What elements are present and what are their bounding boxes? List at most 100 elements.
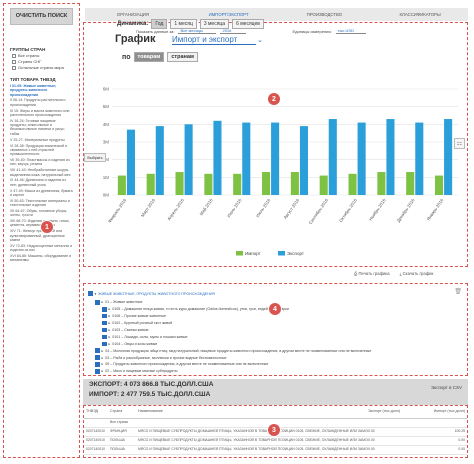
group-checkbox-other[interactable]: Остальные страны мира — [4, 64, 79, 70]
goods-type-item[interactable]: X 47-49: Масса из древесины; бумага и ка… — [10, 188, 73, 197]
trash-icon[interactable]: 🗑 — [454, 289, 462, 295]
goods-type-item[interactable]: I 01-05: Живые животные; продукты животн… — [10, 84, 57, 97]
export-csv-button[interactable]: Экспорт в CSV — [430, 385, 462, 390]
tree-item[interactable]: ▸ 0102 – Крупный рогатый скот живой — [88, 320, 463, 327]
units-select[interactable]: тыс.USD — [335, 28, 366, 34]
x-tick-label: Август 2016 — [283, 197, 301, 220]
table-cell: 0207140010 — [86, 429, 105, 433]
period-select[interactable]: Все месяцы — [178, 28, 217, 34]
country-groups-title: ГРУППЫ СТРАН — [10, 47, 46, 52]
tree-item[interactable]: ▸0207 – Мясо и пищевые субпродукты домаш… — [88, 375, 463, 376]
export-bar — [213, 120, 222, 195]
goods-type-item[interactable]: III 15: Жиры и масла животного или расти… — [10, 108, 70, 117]
graph-type-select[interactable]: Импорт и экспорт — [172, 35, 256, 45]
import-bar — [204, 173, 213, 195]
tab-classifiers[interactable]: КЛАССИФИКАТОРЫ — [399, 12, 441, 17]
table-row[interactable]: 0207140010 ПОЛЬША МЯСО И ПИЩЕВЫЕ СУБПРОДУК… — [84, 437, 467, 446]
checkbox-icon[interactable] — [102, 341, 107, 347]
goods-type-item[interactable]: VIII 41-43: Необработанные шкуры, выдела… — [10, 168, 71, 177]
goods-type-item[interactable]: XIII 68-70: Изделия из камня, гипса, цем… — [10, 219, 70, 228]
expand-arrow-icon[interactable]: ▸ — [108, 341, 111, 346]
checkbox-icon[interactable] — [12, 59, 16, 64]
tree-item[interactable]: ▸ 0104 – Овцы и козы живые — [88, 340, 463, 347]
checkbox-icon[interactable] — [102, 313, 107, 319]
checkbox-icon[interactable] — [95, 369, 100, 374]
goods-type-item[interactable]: VII 39-40: Пластмассы и изделия из них; … — [10, 158, 70, 167]
checkbox-icon[interactable] — [95, 355, 100, 360]
goods-type-item[interactable]: XV 72-83: Недрагоценные металлы и издели… — [10, 243, 73, 253]
tab-organization[interactable]: ОРГАНИЗАЦИЯ — [116, 12, 149, 17]
expand-arrow-icon[interactable]: ▸ — [108, 328, 111, 332]
expand-arrow-icon[interactable]: ▸ — [108, 307, 111, 312]
legend-label: Импорт — [245, 251, 261, 256]
expand-arrow-icon[interactable]: ▸ — [108, 334, 111, 339]
expand-arrow-icon[interactable]: ▸ — [108, 321, 111, 326]
chevron-down-icon[interactable]: ⌄ — [257, 37, 263, 44]
checkbox-icon[interactable] — [102, 307, 107, 312]
checkbox-icon[interactable] — [95, 300, 100, 305]
x-tick-label: Февраль 2016 — [107, 197, 128, 223]
select-button[interactable]: Выбрать — [84, 153, 106, 162]
checkbox-icon[interactable] — [102, 320, 107, 326]
dynamics-1m-button[interactable]: 1 месяц — [170, 19, 197, 29]
checkbox-icon[interactable] — [102, 334, 107, 340]
goods-type-item[interactable]: XI 50-63: Текстильные материалы и тексти… — [10, 198, 70, 208]
checkbox-icon[interactable] — [12, 65, 16, 70]
expand-arrow-icon[interactable]: ▸ — [101, 348, 104, 353]
by-goods-toggle[interactable]: товарам — [133, 52, 165, 62]
dynamics-year-button[interactable]: Год — [151, 19, 168, 29]
checkbox-icon[interactable] — [95, 348, 100, 353]
print-chart-button[interactable]: ⎙ Печать графика — [354, 271, 390, 276]
group-checkbox-all[interactable]: Все страны — [4, 52, 79, 58]
goods-type-item[interactable]: VI 28-38: Продукция химической и связанн… — [10, 143, 68, 157]
table-cell — [138, 420, 368, 426]
expand-arrow-icon[interactable]: ▸ — [101, 300, 104, 305]
goods-tree-panel: 🗑 ▾ ЖИВЫЕ ЖИВОТНЫЕ; ПРОДУКТЫ ЖИВОТНОГО ПР… — [83, 283, 468, 376]
table-cell: 0.00 — [458, 447, 465, 451]
checkbox-icon[interactable] — [95, 362, 100, 367]
by-countries-toggle[interactable]: странам — [167, 52, 198, 62]
group-checkbox-cis[interactable]: Страны СНГ — [4, 58, 79, 64]
tree-item[interactable]: ▸ 0106 – Прочие живые животные — [88, 313, 463, 320]
tab-import-export[interactable]: ИМПОРТ/ЭКСПОРТ — [208, 12, 249, 17]
expand-arrow-icon[interactable]: ▸ — [108, 314, 111, 319]
download-chart-button[interactable]: ⤓ Скачать график — [399, 271, 434, 276]
export-bar — [415, 122, 424, 195]
expand-arrow-icon[interactable]: ▸ — [101, 355, 104, 360]
x-tick-label: Январь 2016 — [426, 197, 445, 221]
goods-type-item[interactable]: XVI 84-85: Машины, оборудование и механи… — [10, 254, 72, 263]
expand-arrow-icon[interactable]: ▸ — [101, 362, 104, 367]
tab-production[interactable]: ПРОИЗВОДСТВО — [306, 12, 343, 17]
tree-item[interactable]: ▸ 0105 – Домашняя птица живая, то есть ку… — [88, 306, 463, 313]
goods-type-item[interactable]: IV 16-24: Готовые пищевые продукты; алко… — [10, 118, 65, 136]
tree-item[interactable]: ▸ 01 – Живые животные — [88, 299, 463, 306]
tree-item[interactable]: ▸ 0101 – Лошади, ослы, мулы и лошаки живы… — [88, 333, 463, 340]
goods-type-item[interactable]: XII 64-67: Обувь, головные уборы, зонты,… — [10, 208, 68, 218]
year-select[interactable]: 2016 — [220, 28, 247, 34]
checkbox-icon[interactable] — [88, 291, 93, 296]
marker-badge-4: 4 — [268, 302, 282, 316]
dynamics-3m-button[interactable]: 3 месяца — [199, 19, 230, 29]
goods-type-item[interactable]: XIV 71: Жемчуг природный или культивиров… — [10, 229, 65, 242]
expand-arrow-icon[interactable]: ▸ — [101, 369, 104, 374]
tree-item[interactable]: ▸ 05 – Продукты животного происхождения, … — [88, 361, 463, 368]
expand-arrow-icon[interactable]: ▾ — [94, 291, 97, 296]
x-tick-label: Декабрь 2016 — [396, 197, 416, 223]
goods-type-item[interactable]: IX 44-46: Древесина и изделия из нее; др… — [10, 178, 66, 187]
tree-item[interactable]: ▸ 03 – Рыба и ракообразные, моллюски и пр… — [88, 354, 463, 361]
checkbox-icon[interactable] — [102, 327, 107, 333]
dynamics-6m-button[interactable]: 6 месяцев — [232, 19, 264, 29]
table-row[interactable]: 0207140010 ПОЛЬША МЯСО И ПИЩЕВЫЕ СУБПРОДУК… — [84, 446, 467, 455]
clear-search-button[interactable]: ОЧИСТИТЬ ПОИСК — [10, 8, 73, 25]
checkbox-icon[interactable] — [12, 53, 16, 58]
goods-type-item[interactable]: V 25-27: Минеральные продукты — [10, 137, 65, 142]
tree-item[interactable]: ▸ 0103 – Свиньи живые — [88, 327, 463, 334]
tree-item[interactable]: ▸ 02 – Мясо и пищевые мясные субпродукты — [88, 368, 463, 375]
goods-type-item[interactable]: II 06-14: Продукты растительного происхо… — [10, 98, 66, 107]
y-tick-label: 5M — [103, 104, 110, 109]
tree-item[interactable]: ▸ 04 – Молочная продукция; яйца птиц; мед… — [88, 347, 463, 354]
chart-settings-icon[interactable]: ⚏ — [454, 138, 465, 149]
tree-item[interactable]: ▾ ЖИВЫЕ ЖИВОТНЫЕ; ПРОДУКТЫ ЖИВОТНОГО ПРОИ… — [88, 288, 463, 299]
export-bar — [328, 119, 337, 195]
